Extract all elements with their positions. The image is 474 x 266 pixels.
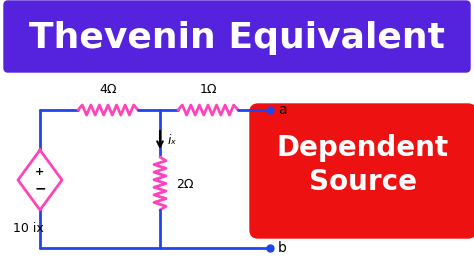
Text: Dependent
Source: Dependent Source [277,134,449,196]
Text: 10 ix: 10 ix [13,222,44,235]
Text: iₓ: iₓ [168,134,177,147]
Text: −: − [34,181,46,195]
Text: a: a [278,103,287,117]
Text: 2Ω: 2Ω [176,178,193,192]
Text: 4Ω: 4Ω [99,83,117,96]
FancyBboxPatch shape [4,1,470,72]
FancyBboxPatch shape [250,104,474,238]
Text: 1Ω: 1Ω [199,83,217,96]
Text: +: + [36,167,45,177]
Text: b: b [278,241,287,255]
Text: Thevenin Equivalent: Thevenin Equivalent [29,21,445,55]
